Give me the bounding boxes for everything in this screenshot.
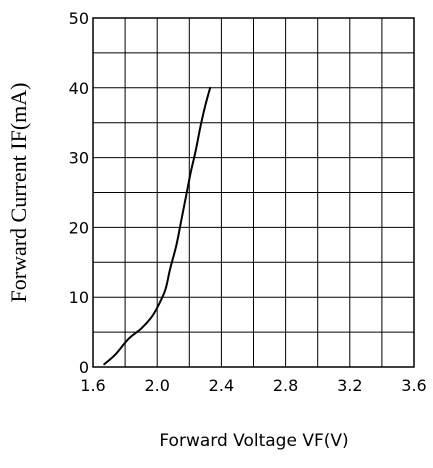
x-tick-labels: 1.6 2.0 2.4 2.8 3.2 3.6 (80, 376, 426, 395)
x-axis-title: Forward Voltage VF(V) (159, 431, 348, 451)
x-tick-label: 3.2 (337, 376, 362, 395)
y-tick-label: 10 (69, 288, 89, 307)
y-tick-label: 0 (79, 358, 89, 377)
grid (93, 18, 414, 367)
x-tick-label: 3.6 (401, 376, 426, 395)
plot-frame (92, 17, 415, 368)
x-tick-label: 1.6 (80, 376, 105, 395)
y-tick-labels: 0 10 20 30 40 50 (69, 9, 89, 377)
y-tick-label: 30 (69, 149, 89, 168)
x-tick-label: 2.4 (209, 376, 234, 395)
series-layer (103, 86, 212, 366)
x-tick-label: 2.0 (144, 376, 169, 395)
x-tick-label: 2.8 (273, 376, 298, 395)
series-line-0 (103, 86, 212, 366)
y-tick-label: 20 (69, 218, 89, 237)
y-tick-label: 50 (69, 9, 89, 28)
y-axis-title: Forward Current IF(mA) (6, 83, 31, 303)
y-tick-label: 40 (69, 79, 89, 98)
